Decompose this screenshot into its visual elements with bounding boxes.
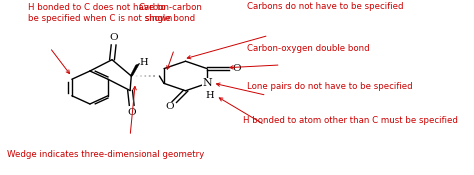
- Text: Carbon-oxygen double bond: Carbon-oxygen double bond: [246, 44, 369, 53]
- Polygon shape: [130, 63, 140, 76]
- Text: O: O: [128, 108, 136, 117]
- Text: Carbons do not have to be specified: Carbons do not have to be specified: [246, 2, 403, 11]
- Text: H bonded to C does not have to
be specified when C is not shown: H bonded to C does not have to be specif…: [28, 3, 173, 23]
- Text: O: O: [165, 102, 174, 111]
- Text: H: H: [139, 58, 147, 67]
- Text: H: H: [206, 91, 214, 100]
- Text: Lone pairs do not have to be specified: Lone pairs do not have to be specified: [246, 82, 412, 91]
- Text: Wedge indicates three-dimensional geometry: Wedge indicates three-dimensional geomet…: [8, 150, 205, 159]
- Text: O: O: [232, 64, 241, 73]
- Text: H bonded to atom other than C must be specified: H bonded to atom other than C must be sp…: [243, 116, 457, 125]
- Text: O: O: [109, 33, 118, 42]
- Text: N: N: [202, 78, 212, 88]
- Text: Carbon-carbon
single bond: Carbon-carbon single bond: [138, 3, 202, 23]
